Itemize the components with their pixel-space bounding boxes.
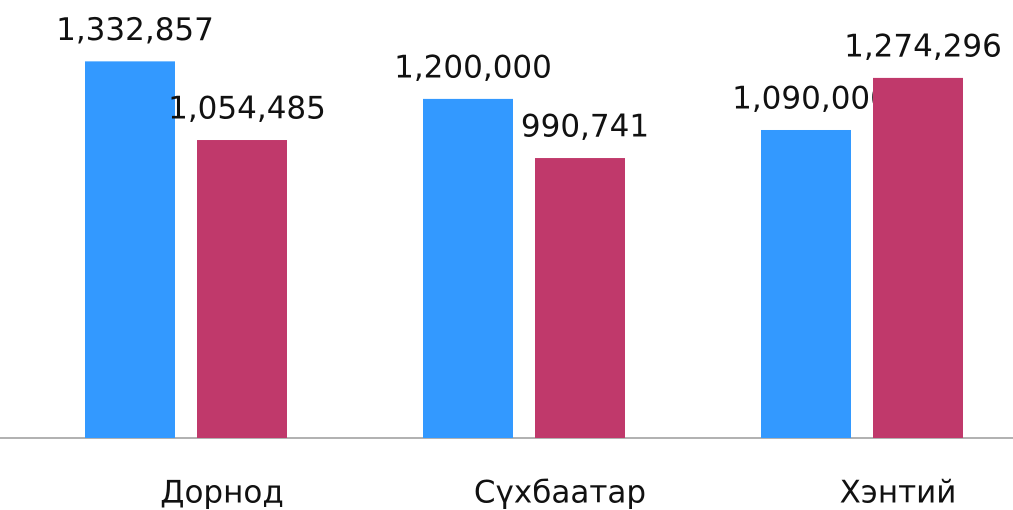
bar	[761, 129, 851, 438]
data-label: 1,054,485	[168, 91, 326, 127]
bar	[423, 98, 513, 438]
bar	[535, 158, 625, 438]
data-label: 1,200,000	[394, 49, 552, 85]
data-label: 1,332,857	[56, 12, 214, 48]
bar	[85, 61, 175, 438]
bar	[873, 77, 963, 438]
x-tick-label: Хэнтий	[840, 475, 957, 510]
data-label: 990,741	[521, 109, 649, 145]
x-tick-label: Сүхбаатар	[474, 475, 646, 510]
data-label: 1,274,296	[844, 28, 1002, 64]
x-tick-label: Дорнод	[160, 475, 284, 510]
bar	[197, 140, 287, 438]
data-label: 1,090,000	[732, 80, 890, 116]
